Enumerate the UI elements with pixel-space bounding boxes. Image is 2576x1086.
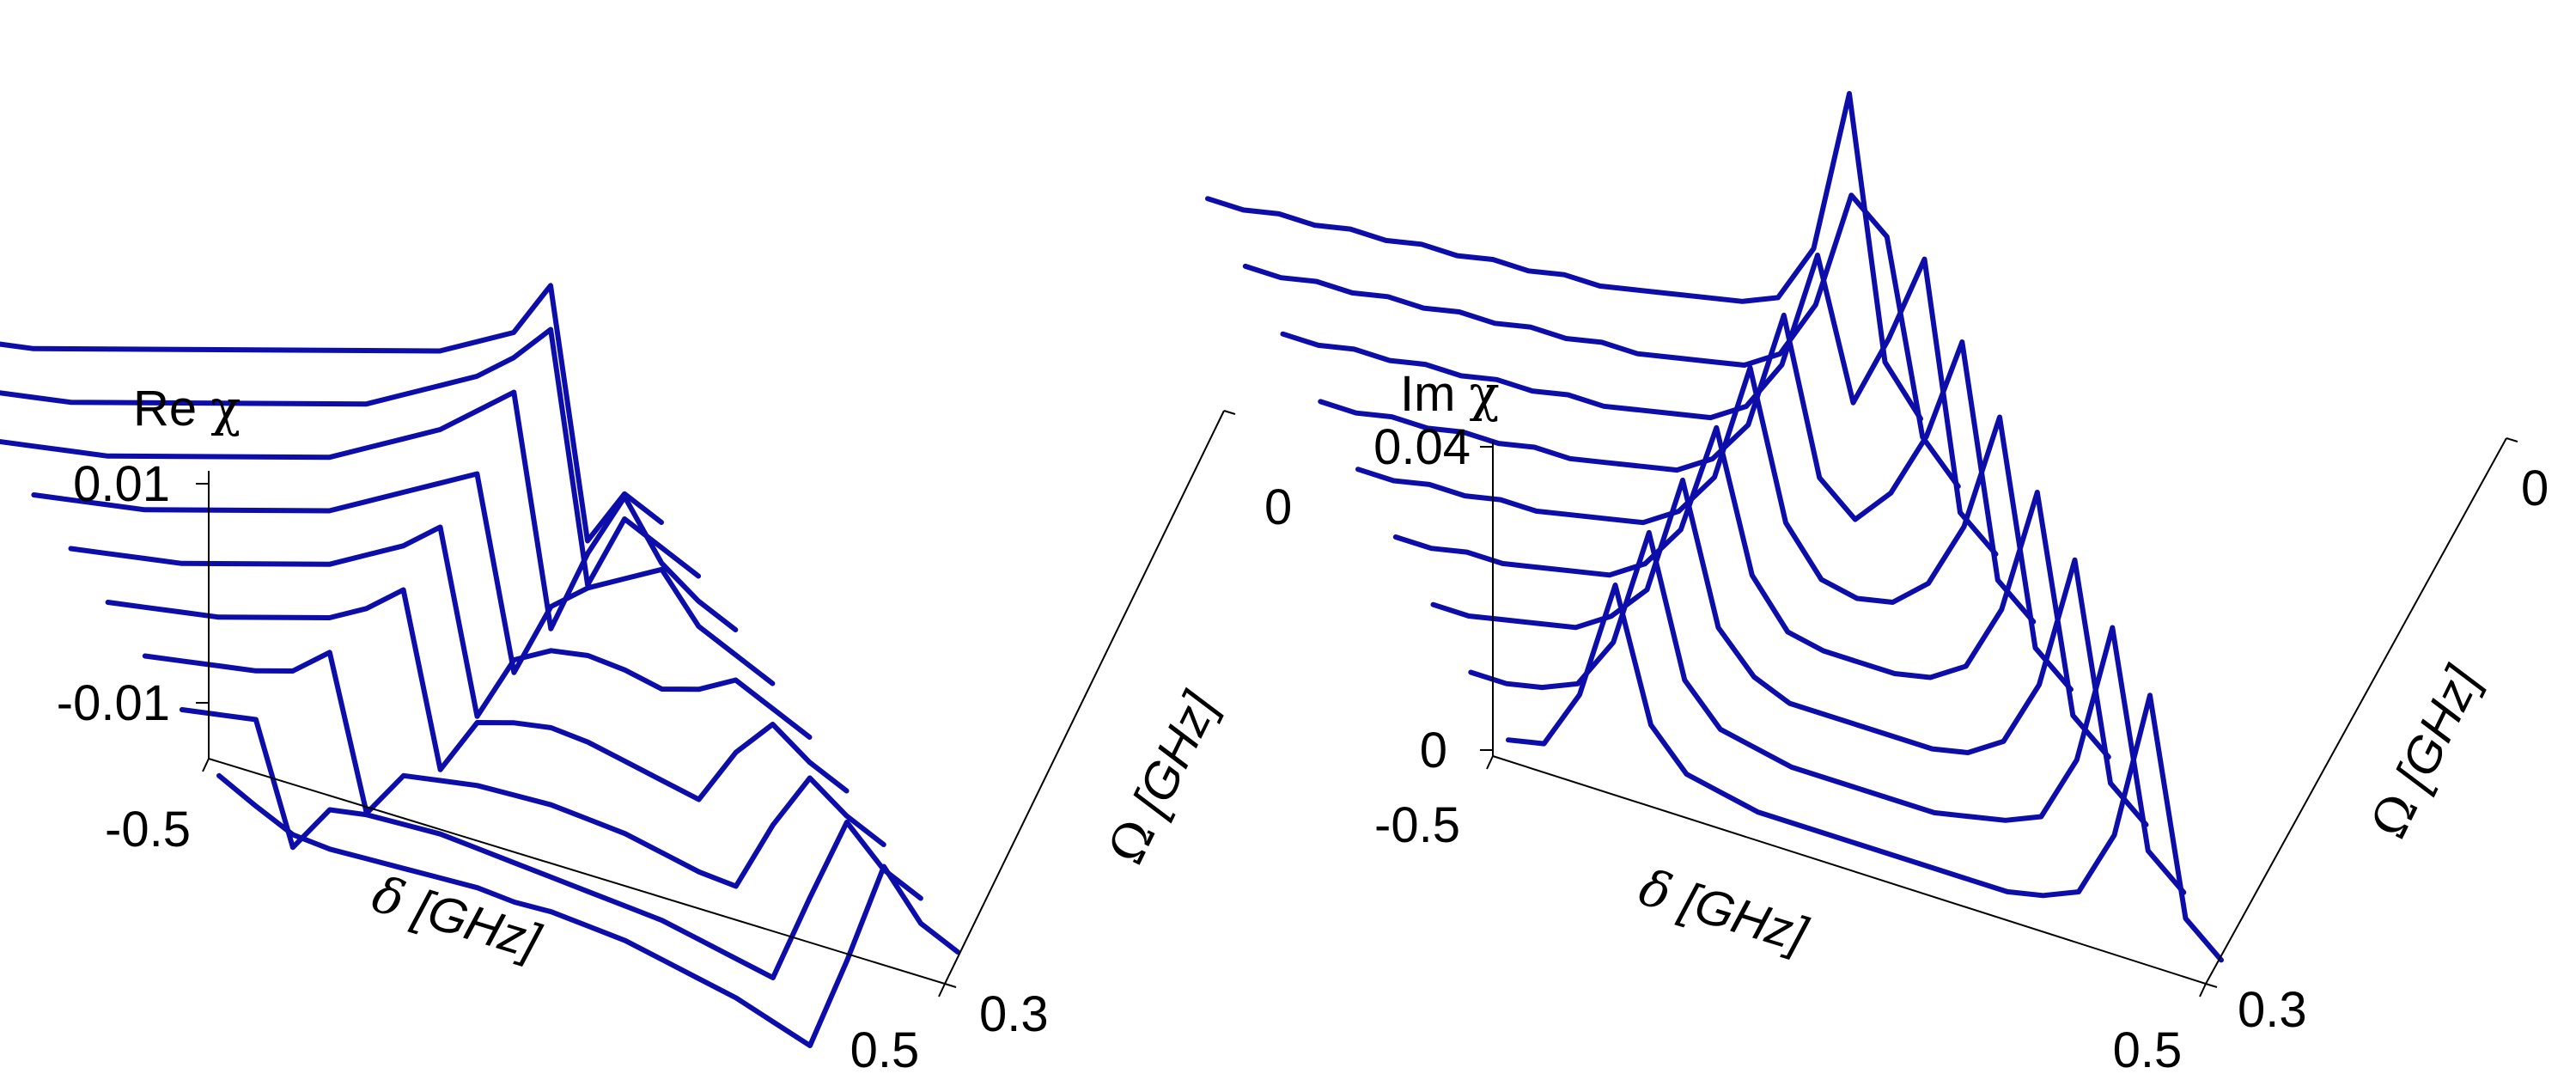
re-chi-delta-tick-label-start: -0.5	[105, 802, 191, 857]
im-chi-trace-7	[1242, 192, 1961, 490]
re-chi-trace-7	[0, 326, 702, 588]
re-chi-z-tick-label-bottom: -0.01	[57, 675, 170, 731]
re-chi-trace-5	[31, 471, 776, 686]
im-chi-trace-5	[1318, 312, 2037, 625]
im-chi-delta-tick-start	[1486, 755, 1494, 770]
im-chi-trace-3	[1392, 424, 2111, 760]
im-chi-z-label: Im χ	[1400, 364, 1500, 423]
im-chi-omega-axis-label: Ω [GHz]	[2359, 656, 2492, 847]
re-chi-omega-tick-label-start: 0	[1264, 479, 1292, 535]
re-chi-delta-tick-end	[938, 983, 946, 998]
re-chi-panel: Re χ 0.01 -0.01 -0.5 0.5 0 0.3 δ [GHz] Ω…	[0, 283, 1292, 1078]
re-chi-trace-0	[216, 772, 960, 1048]
re-chi-omega-axis-label: Ω [GHz]	[1096, 682, 1229, 873]
re-chi-trace-4	[68, 524, 813, 740]
re-chi-omega-tick-start	[1223, 410, 1236, 415]
re-chi-omega-tick-label-end: 0.3	[979, 986, 1049, 1042]
im-chi-omega-axis	[2205, 437, 2507, 985]
im-chi-panel: Im χ 0.04 0 -0.5 0.5 0 0.3 δ [GHz] Ω [GH…	[1205, 90, 2549, 1078]
re-chi-delta-tick-label-end: 0.5	[850, 1022, 920, 1078]
re-chi-trace-1	[179, 707, 923, 980]
re-chi-omega-tick-end	[944, 983, 957, 988]
re-chi-trace-8	[0, 283, 664, 544]
re-chi-delta-axis	[208, 758, 946, 985]
re-chi-trace-6	[0, 389, 739, 632]
re-chi-delta-tick-start	[202, 758, 210, 772]
im-chi-z-tick-label-bottom: 0	[1420, 723, 1447, 778]
re-chi-trace-3	[105, 587, 850, 802]
re-chi-z-label: Re χ	[133, 379, 241, 437]
im-chi-z-tick-label-top: 0.04	[1373, 419, 1471, 475]
im-chi-delta-tick-label-end: 0.5	[2113, 1022, 2183, 1078]
im-chi-omega-tick-label-start: 0	[2521, 461, 2549, 516]
re-chi-omega-axis	[944, 410, 1225, 985]
re-chi-traces	[0, 283, 960, 1048]
im-chi-delta-axis-label: δ [GHz]	[1633, 857, 1815, 964]
im-chi-trace-8	[1205, 90, 1923, 422]
im-chi-trace-2	[1430, 477, 2149, 827]
im-chi-trace-0	[1506, 583, 2224, 963]
im-chi-traces	[1205, 90, 2224, 963]
im-chi-delta-tick-end	[2199, 983, 2207, 998]
im-chi-trace-4	[1355, 364, 2074, 692]
im-chi-omega-tick-start	[2506, 437, 2518, 442]
im-chi-delta-tick-label-start: -0.5	[1374, 797, 1460, 853]
im-chi-delta-axis	[1492, 755, 2207, 985]
im-chi-omega-tick-end	[2205, 983, 2218, 988]
im-chi-trace-6	[1280, 253, 1999, 557]
im-chi-omega-tick-label-end: 0.3	[2238, 982, 2307, 1038]
re-chi-z-tick-label-top: 0.01	[73, 456, 170, 512]
re-chi-trace-2	[142, 650, 886, 889]
